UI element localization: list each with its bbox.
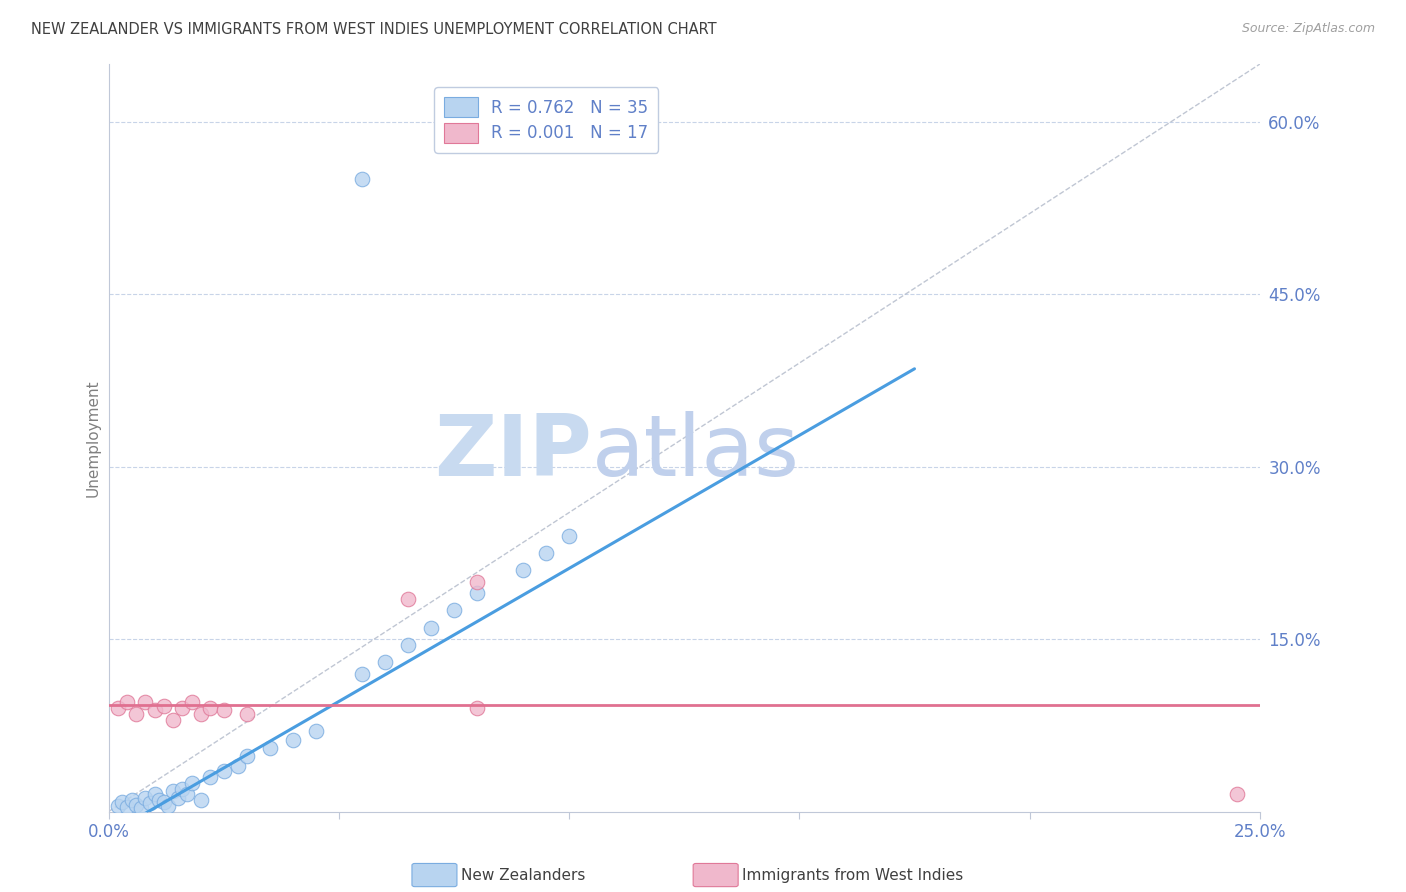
Point	[198, 701, 221, 715]
Point	[236, 749, 259, 764]
Point	[125, 706, 148, 721]
Point	[212, 703, 235, 717]
Point	[134, 790, 156, 805]
Point	[350, 666, 373, 681]
Point	[134, 695, 156, 709]
Point	[107, 798, 129, 813]
Point	[115, 695, 138, 709]
Point	[129, 801, 152, 815]
Point	[139, 797, 162, 811]
Point	[121, 793, 143, 807]
Point	[190, 793, 212, 807]
Text: NEW ZEALANDER VS IMMIGRANTS FROM WEST INDIES UNEMPLOYMENT CORRELATION CHART: NEW ZEALANDER VS IMMIGRANTS FROM WEST IN…	[31, 22, 717, 37]
Point	[443, 603, 465, 617]
Point	[162, 784, 184, 798]
Point	[176, 787, 198, 801]
Point	[172, 701, 194, 715]
Point	[236, 706, 259, 721]
Text: New Zealanders: New Zealanders	[461, 868, 585, 882]
Point	[180, 776, 202, 790]
Point	[226, 758, 249, 772]
Point	[465, 586, 488, 600]
Point	[153, 698, 176, 713]
Point	[512, 563, 534, 577]
Point	[143, 787, 166, 801]
Legend: R = 0.762   N = 35, R = 0.001   N = 17: R = 0.762 N = 35, R = 0.001 N = 17	[434, 87, 658, 153]
Point	[281, 733, 304, 747]
Point	[465, 701, 488, 715]
Point	[212, 764, 235, 779]
Point	[305, 724, 328, 739]
Point	[396, 638, 419, 652]
Point	[259, 741, 281, 756]
Point	[111, 795, 134, 809]
Point	[107, 701, 129, 715]
Point	[420, 621, 443, 635]
Point	[396, 591, 419, 606]
Point	[190, 706, 212, 721]
Point	[166, 790, 188, 805]
Text: ZIP: ZIP	[434, 411, 592, 494]
Point	[1226, 787, 1249, 801]
Point	[115, 800, 138, 814]
Point	[157, 798, 180, 813]
Text: Immigrants from West Indies: Immigrants from West Indies	[742, 868, 963, 882]
Point	[534, 546, 557, 560]
Point	[162, 713, 184, 727]
Point	[143, 703, 166, 717]
Point	[153, 795, 176, 809]
Point	[198, 770, 221, 784]
Y-axis label: Unemployment: Unemployment	[86, 379, 100, 497]
Point	[125, 797, 148, 812]
Point	[374, 655, 396, 669]
Point	[350, 172, 373, 186]
Point	[180, 695, 202, 709]
Text: atlas: atlas	[592, 411, 800, 494]
Point	[148, 793, 170, 807]
Point	[172, 781, 194, 796]
Point	[558, 528, 581, 542]
Text: Source: ZipAtlas.com: Source: ZipAtlas.com	[1241, 22, 1375, 36]
Point	[465, 574, 488, 589]
